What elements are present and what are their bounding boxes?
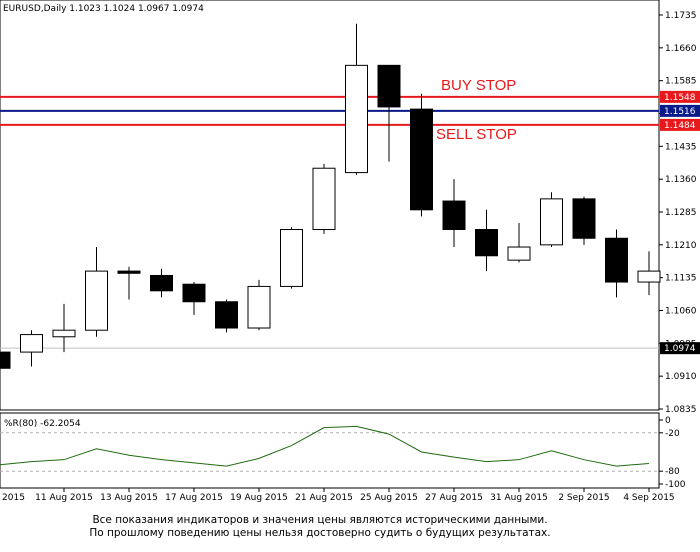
x-axis-tick-label: 7 Aug 2015 [0,493,25,503]
candle-bullish [20,334,43,353]
candle-bearish [0,351,11,369]
candle-bullish [540,198,563,246]
candle-bearish [150,274,173,292]
x-axis-tick-label: 25 Aug 2015 [360,493,418,503]
y-axis-tick-label: 1.1210 [665,241,697,251]
candle-bullish [280,229,303,287]
x-axis-tick-label: 13 Aug 2015 [100,493,158,503]
candle-bearish [572,198,596,239]
order-level-box [660,104,700,117]
sell-stop-label: SELL STOP [436,126,517,143]
buy-stop-label: BUY STOP [441,77,516,94]
indicator-axis-tick-label: 0 [665,416,671,426]
chart-header: EURUSD,Daily 1.1023 1.1024 1.0967 1.0974 [3,4,204,14]
x-axis-tick-label: 17 Aug 2015 [165,493,223,503]
y-axis-tick-label: 1.1660 [665,44,697,54]
indicator-panel-frame [0,412,660,489]
x-axis-tick-label: 21 Aug 2015 [295,493,353,503]
disclaimer: Все показания индикаторов и значения цен… [0,514,640,540]
williams-r-line [0,425,650,467]
order-level-label: 1.1516 [664,107,696,117]
indicator-axis-tick-label: -80 [665,467,680,477]
candle-bearish [182,283,206,303]
x-axis-tick-label: 11 Aug 2015 [35,493,93,503]
y-axis-tick-label: 1.1060 [665,307,697,317]
y-axis-tick-label: 1.1285 [665,208,697,218]
disclaimer-line-2: По прошлому поведению цены нельзя достов… [89,527,551,539]
indicator-axis-tick-label: -20 [665,429,680,439]
y-axis-tick-label: 1.0835 [665,405,697,415]
candle-bearish [475,229,498,257]
candle-bearish [117,270,141,274]
disclaimer-line-1: Все показания индикаторов и значения цен… [92,514,548,526]
y-axis-tick-label: 1.1360 [665,175,697,185]
order-level-label: 1.1548 [664,93,696,103]
order-level-label: 1.1484 [664,121,696,131]
x-axis-tick-label: 19 Aug 2015 [230,493,288,503]
indicator-label: %R(80) -62.2054 [4,419,81,429]
candle-bearish [410,108,433,211]
x-axis-tick-label: 2 Sep 2015 [558,493,609,503]
candle-bullish [345,64,368,174]
candle-bearish [215,301,238,329]
y-axis-tick-label: 1.1135 [665,274,697,284]
x-axis-tick-label: 27 Aug 2015 [425,493,483,503]
indicator-axis-tick-label: -100 [665,480,686,490]
candle-bearish [442,200,466,231]
candle-bullish [507,246,531,261]
order-level-box [660,118,700,131]
y-axis-tick-label: 1.1435 [665,142,697,152]
current-price-label: 1.0974 [664,344,696,354]
candle-bullish [85,270,108,331]
candle-bearish [377,64,401,108]
candle-bullish [52,329,76,338]
candle-bullish [247,285,271,329]
y-axis-tick-label: 1.1735 [665,11,697,21]
current-price-box [660,342,700,355]
candle-bearish [605,237,628,283]
y-axis-tick-label: 1.1585 [665,77,697,87]
candle-bullish [312,167,336,231]
y-axis-tick-label: 1.0910 [665,372,697,382]
x-axis-tick-label: 4 Sep 2015 [623,493,674,503]
candle-bullish [637,270,661,283]
order-level-box [660,90,700,103]
x-axis-tick-label: 31 Aug 2015 [490,493,548,503]
